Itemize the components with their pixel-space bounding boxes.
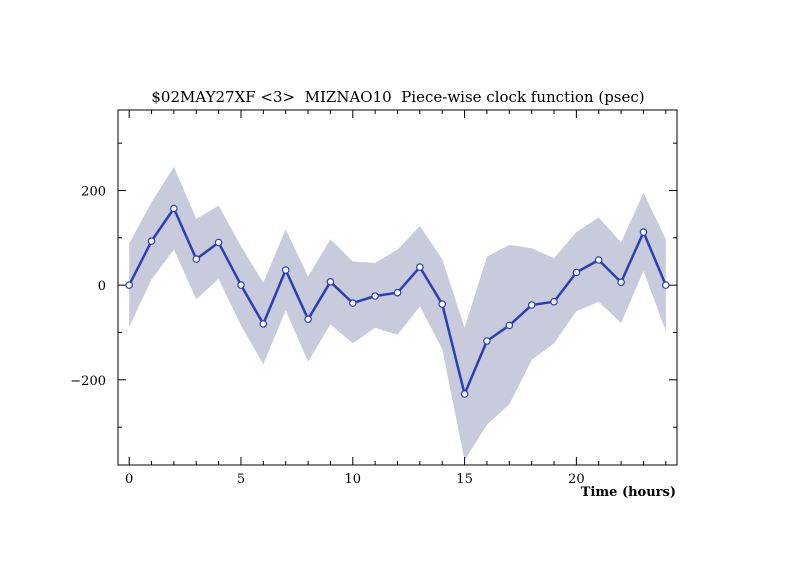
- data-point: [572, 268, 581, 277]
- data-point: [483, 337, 491, 345]
- x-tick-label: 10: [345, 472, 362, 487]
- data-point: [281, 266, 290, 274]
- data-point: [192, 255, 201, 263]
- x-tick-label: 20: [568, 472, 585, 487]
- x-axis-label: Time (hours): [581, 485, 676, 500]
- data-point: [527, 301, 536, 309]
- data-point: [550, 297, 558, 306]
- data-point: [125, 281, 134, 289]
- data-point: [348, 299, 357, 307]
- data-point: [326, 277, 335, 286]
- data-point: [304, 315, 312, 324]
- data-point: [438, 300, 447, 308]
- data-point: [393, 288, 402, 297]
- x-tick-label: 0: [125, 472, 133, 487]
- data-point: [617, 278, 625, 287]
- uncertainty-band: [129, 166, 666, 461]
- data-point: [170, 204, 178, 213]
- data-point: [237, 281, 245, 289]
- data-point: [259, 320, 268, 328]
- x-tick-label: 5: [237, 472, 245, 487]
- data-point: [147, 237, 156, 245]
- y-tick-label: 0: [98, 279, 106, 294]
- data-point: [460, 390, 469, 398]
- data-point: [416, 263, 424, 271]
- y-tick-label: 200: [81, 184, 106, 199]
- x-tick-label: 15: [456, 472, 473, 487]
- chart-title: $02MAY27XF <3> MIZNAO10 Piece-wise clock…: [151, 88, 644, 106]
- data-point: [371, 292, 379, 300]
- data-point: [594, 256, 603, 264]
- y-tick-label: −200: [70, 374, 106, 389]
- data-point: [661, 281, 670, 289]
- data-point: [214, 238, 223, 247]
- data-point: [639, 228, 648, 236]
- data-point: [505, 321, 514, 330]
